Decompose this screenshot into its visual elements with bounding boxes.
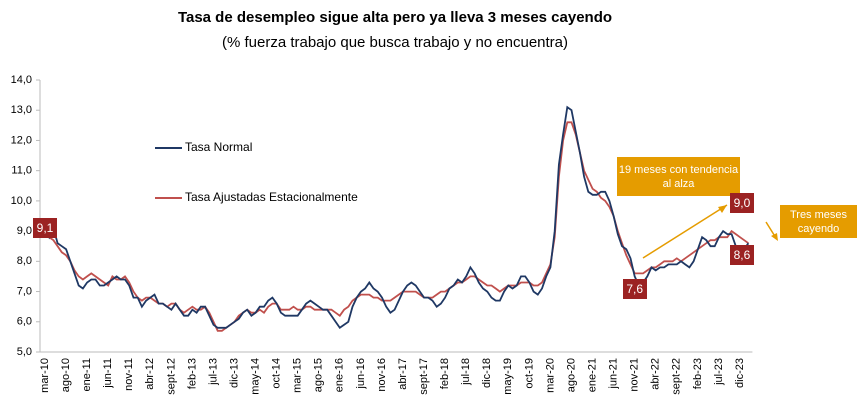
x-tick-label: oct-14 — [271, 358, 283, 389]
y-tick-label: 8,0 — [17, 255, 32, 267]
x-tick-label: jun-11 — [102, 358, 114, 389]
legend-label: Tasa Ajustadas Estacionalmente — [185, 190, 358, 204]
x-tick-label: feb-23 — [692, 358, 704, 389]
x-tick-label: abr-17 — [397, 358, 409, 390]
x-tick-label: nov-11 — [123, 358, 135, 391]
y-tick-label: 7,0 — [17, 285, 32, 297]
x-tick-label: ago-15 — [313, 358, 325, 392]
x-tick-label: ene-16 — [334, 358, 346, 392]
x-tick-label: jul-13 — [207, 358, 219, 386]
x-tick-label: mar-15 — [292, 358, 304, 393]
x-tick-label: sept-17 — [418, 358, 430, 395]
series-line — [44, 105, 750, 330]
legend-label: Tasa Normal — [185, 140, 252, 154]
x-tick-label: sept-12 — [165, 358, 177, 395]
y-tick-label: 6,0 — [17, 316, 32, 328]
data-label: 7,6 — [622, 279, 647, 300]
x-tick-label: ago-10 — [60, 358, 72, 392]
y-tick-label: 14,0 — [11, 74, 32, 86]
chart-title: Tasa de desempleo sigue alta pero ya lle… — [178, 9, 612, 26]
y-tick-label: 13,0 — [11, 104, 32, 116]
x-tick-label: feb-18 — [439, 358, 451, 389]
y-tick-label: 10,0 — [11, 195, 32, 207]
data-label: 9,0 — [729, 193, 754, 214]
data-label: 8,6 — [729, 245, 754, 266]
arrow-head — [718, 205, 727, 213]
x-tick-label: ene-21 — [586, 358, 598, 392]
x-tick-label: dic-13 — [228, 358, 240, 388]
x-tick-label: may-14 — [250, 358, 262, 395]
x-tick-label: jul-23 — [713, 358, 725, 386]
note-box: 19 meses con tendencia al alza — [617, 157, 740, 196]
x-tick-label: nov-21 — [629, 358, 641, 392]
x-tick-label: dic-23 — [734, 358, 746, 388]
note-box: Tres meses cayendo — [780, 205, 857, 238]
x-tick-label: dic-18 — [481, 358, 493, 388]
x-tick-label: oct-19 — [523, 358, 535, 389]
x-tick-label: abr-12 — [144, 358, 156, 390]
x-tick-label: ago-20 — [565, 358, 577, 392]
x-tick-label: mar-10 — [39, 358, 51, 393]
series-line — [44, 121, 749, 332]
y-tick-label: 12,0 — [11, 134, 32, 146]
x-tick-label: nov-16 — [376, 358, 388, 392]
x-tick-label: jun-16 — [355, 358, 367, 390]
x-tick-label: feb-13 — [186, 358, 198, 389]
arrow-head — [771, 233, 778, 241]
arrow — [642, 204, 728, 259]
x-tick-label: mar-20 — [544, 358, 556, 393]
x-tick-label: ene-11 — [81, 358, 93, 391]
x-tick-label: jun-21 — [608, 358, 620, 390]
y-tick-label: 11,0 — [11, 165, 32, 177]
chart-subtitle: (% fuerza trabajo que busca trabajo y no… — [222, 34, 568, 51]
data-label: 9,1 — [33, 218, 57, 239]
x-tick-label: abr-22 — [650, 358, 662, 390]
x-tick-label: sept-22 — [671, 358, 683, 395]
x-tick-label: may-19 — [502, 358, 514, 395]
y-tick-label: 5,0 — [17, 346, 32, 358]
x-tick-label: jul-18 — [460, 358, 472, 386]
y-tick-label: 9,0 — [17, 225, 32, 237]
